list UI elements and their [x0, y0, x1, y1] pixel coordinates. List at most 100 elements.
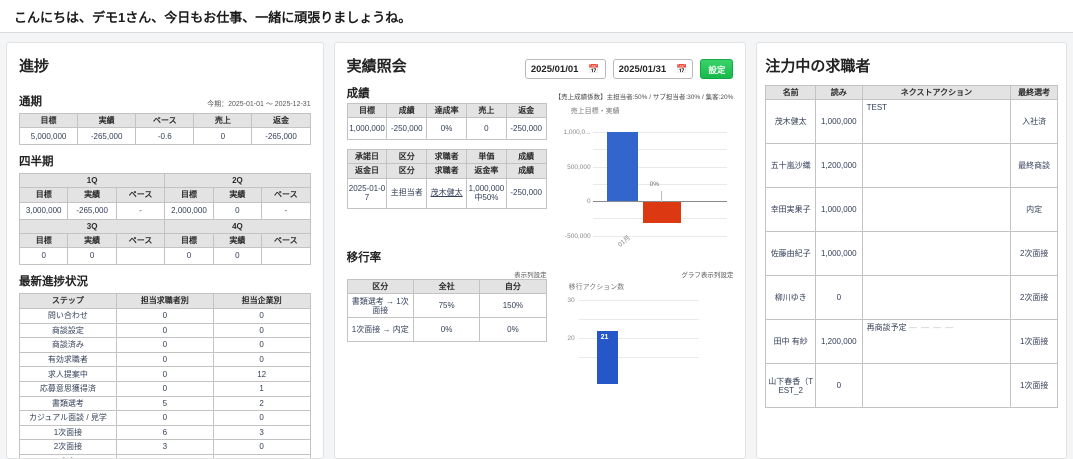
- step-name-cell: 書類選考: [19, 395, 117, 412]
- detail-header: 単価: [465, 149, 507, 165]
- detail-score-cell: -250,000: [505, 177, 547, 209]
- graph-column-settings-link[interactable]: グラフ表示列設定: [681, 272, 734, 279]
- next-action-cell[interactable]: [861, 187, 1012, 233]
- candidate-name-cell[interactable]: 山下春香（TEST_2: [765, 363, 816, 409]
- candidate-count-header: 担当求職者別: [115, 292, 214, 309]
- quarter-sub-header: 目標: [18, 187, 69, 203]
- company-count-cell: 0: [212, 453, 311, 458]
- summary-cell: 0: [465, 117, 507, 141]
- detail-type-cell: 主担当者: [386, 177, 428, 209]
- apply-settings-button[interactable]: 設定: [700, 59, 734, 79]
- table-row: 問い合わせ 0 0: [19, 307, 311, 324]
- table-row: 求人提案中 0 12: [19, 366, 311, 382]
- date-from-input[interactable]: 2025/01/01 📅: [524, 59, 606, 79]
- transition-header: 区分: [346, 278, 414, 295]
- candidate-name-header: 名前: [765, 84, 816, 101]
- date-range-controls: 2025/01/01 📅 2025/01/31 📅 設定: [524, 59, 734, 79]
- progress-status-body: 問い合わせ 0 0 商談設定 0 0 商談済み 0 0 有効求職者 0 0 求人提案中 0 12 応募意思獲得…: [19, 307, 311, 458]
- company-count-header: 担当企業別: [212, 292, 311, 309]
- next-action-cell[interactable]: [861, 231, 1012, 277]
- candidate-name-cell[interactable]: 茂木健太: [765, 99, 816, 145]
- focus-candidates-title: 注力中の求職者: [765, 58, 871, 75]
- next-action-cell[interactable]: TEST: [861, 99, 1012, 145]
- progress-status-table: ステップ 担当求職者別 担当企業別 問い合わせ 0 0 商談設定 0 0 商談済み 0 0 有効求…: [19, 292, 311, 458]
- candidate-count-cell: 3: [115, 439, 214, 455]
- detail-header: 区分: [386, 163, 428, 179]
- y-tick-label: 1,000,0...: [563, 129, 591, 136]
- table-row: 内定40: [19, 453, 311, 458]
- step-name-cell: 2次面接: [19, 439, 117, 455]
- candidate-name-cell[interactable]: 柳川ゆき: [765, 275, 816, 321]
- company-count-cell: 12: [212, 366, 311, 382]
- company-count-cell: 0: [212, 439, 311, 455]
- detail-candidate-link[interactable]: 茂木健太: [426, 177, 467, 209]
- table-header-row: ステップ 担当求職者別 担当企業別: [19, 292, 311, 309]
- y-tick-label: 500,000: [567, 164, 591, 171]
- final-stage-cell: 内定: [1010, 187, 1058, 233]
- date-to-value: 2025/01/31: [618, 63, 667, 75]
- table-row: 1次面接 → 内定 0% 0%: [346, 317, 547, 343]
- annual-header-cell: 実績: [77, 112, 137, 129]
- bar-value-label: 0%: [649, 181, 659, 188]
- sales-chart-container: 売上目標・実績 1,000,0... 500,000 0 -500,000 0%: [553, 103, 734, 249]
- y-tick-label: 20: [567, 335, 575, 342]
- annual-header-cell: 目標: [18, 112, 79, 129]
- annual-header-cell: 売上: [193, 112, 253, 129]
- summary-cell: 1,000,000: [346, 117, 388, 141]
- candidate-name-cell[interactable]: 田中 有紗: [765, 319, 816, 365]
- annual-cell: -265,000: [77, 127, 137, 146]
- quarter-group-header: 3Q: [18, 218, 166, 234]
- summary-header: 目標: [346, 102, 388, 119]
- action-chart: 30 20 21: [553, 294, 734, 384]
- next-action-text: 再商談予定: [866, 323, 909, 333]
- table-header-row: 目標 実績 ペース 売上 返金: [18, 112, 311, 129]
- greeting-bar: こんにちは、デモ1さん、今日もお仕事、一緒に頑張りましょうね。: [0, 0, 1073, 33]
- quarter-cell: -265,000: [67, 201, 117, 220]
- quarter-sub-header: ペース: [261, 232, 311, 248]
- final-stage-cell: 1次面接: [1010, 319, 1058, 365]
- quarter-cell: 0: [164, 246, 214, 265]
- gridline: [592, 167, 728, 168]
- next-action-cell[interactable]: [861, 275, 1012, 321]
- next-action-cell[interactable]: 再商談予定 — — — —: [861, 319, 1012, 365]
- gridline: [578, 357, 700, 358]
- candidate-reading-cell: 1,000,000: [814, 231, 863, 277]
- step-name-cell: 内定: [19, 453, 117, 458]
- quarter-table: 1Q 2Q 目標 実績 ペース 目標 実績 ペース 3,000,000 -265…: [18, 173, 311, 265]
- coefficient-note: 【売上成績係数】主担当者:50% / サブ担当者:30% / 集客:20%: [554, 94, 734, 101]
- transition-table: 区分 全社 自分 書類選考 → 1次面接 75% 150% 1次面接 → 内定 …: [346, 278, 547, 343]
- table-header-row: 名前 読み ネクストアクション 最終選考: [765, 84, 1058, 101]
- step-header: ステップ: [19, 292, 117, 309]
- column-settings-link[interactable]: 表示列設定: [514, 272, 547, 279]
- date-to-input[interactable]: 2025/01/31 📅: [612, 59, 694, 79]
- candidate-name-cell[interactable]: 五十嵐沙織: [765, 143, 816, 189]
- quarter-cell: 0: [212, 201, 263, 220]
- candidate-reading-cell: 0: [814, 275, 863, 321]
- quarter-sub-header: 実績: [212, 232, 263, 248]
- candidate-name-cell[interactable]: 佐藤由紀子: [765, 231, 816, 277]
- calendar-icon[interactable]: 📅: [676, 63, 688, 74]
- next-action-text: TEST: [866, 103, 888, 113]
- company-count-cell: 1: [212, 380, 311, 397]
- annual-header-cell: 返金: [251, 112, 311, 129]
- next-action-cell[interactable]: [861, 363, 1012, 409]
- calendar-icon[interactable]: 📅: [588, 63, 600, 74]
- quarter-cell: 2,000,000: [164, 201, 214, 220]
- table-header-row: 返金日 区分 求職者 返金率 成績: [346, 163, 547, 179]
- summary-header: 返金: [505, 102, 547, 119]
- final-stage-cell: 入社済: [1010, 99, 1058, 145]
- candidate-reading-cell: 1,000,000: [814, 99, 863, 145]
- date-from-value: 2025/01/01: [530, 63, 579, 75]
- annual-period-note: 今期：2025-01-01 〜 2025-12-31: [207, 101, 311, 108]
- table-row: 2025-01-07 主担当者 茂木健太 1,000,000中50% -250,…: [346, 177, 547, 209]
- candidate-reading-cell: 1,200,000: [814, 143, 863, 189]
- table-row: 3,000,000 -265,000 - 2,000,000 0 -: [18, 201, 311, 220]
- next-action-cell[interactable]: [861, 143, 1012, 189]
- candidate-name-cell[interactable]: 幸田実果子: [765, 187, 816, 233]
- candidate-count-cell: 0: [115, 322, 214, 339]
- results-detail-table: 承諾日 区分 求職者 単価 成績 返金日 区分 求職者 返金率 成績 2: [346, 149, 547, 209]
- detail-header: 求職者: [426, 163, 467, 179]
- results-tables: 目標 成績 達成率 売上 返金 1,000,000 -250,000 0% 0 …: [346, 102, 547, 235]
- candidate-count-cell: 4: [115, 453, 214, 458]
- x-tick-label: 01月: [616, 234, 632, 249]
